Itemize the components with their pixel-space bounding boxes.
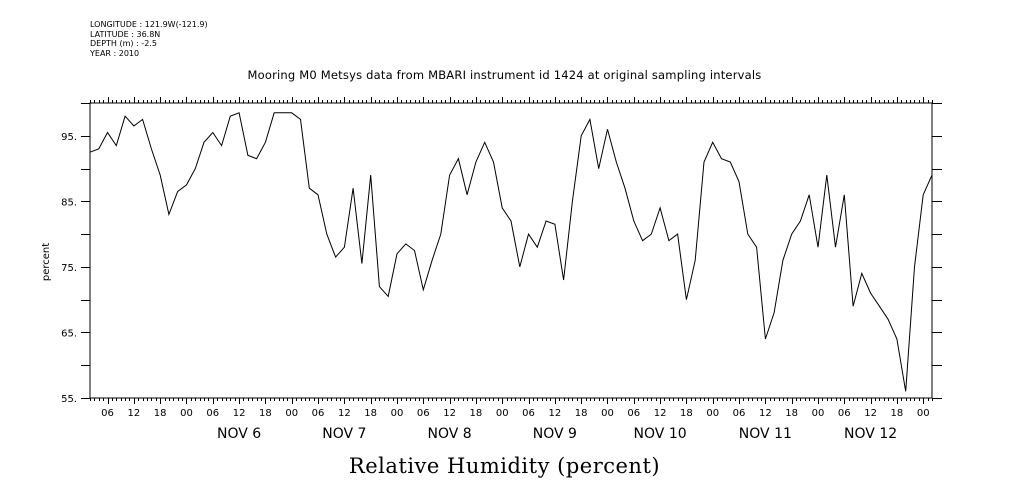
- chart-title: Mooring M0 Metsys data from MBARI instru…: [247, 68, 762, 82]
- x-hour-label: 06: [101, 408, 114, 419]
- y-tick-label: 55.: [61, 394, 77, 405]
- x-hour-label: 18: [575, 408, 588, 419]
- x-hour-label: 00: [496, 408, 509, 419]
- x-day-label: NOV 10: [634, 426, 687, 442]
- x-hour-label: 00: [285, 408, 298, 419]
- x-hour-label: 00: [812, 408, 825, 419]
- plot-axes: [81, 97, 942, 404]
- x-day-label: NOV 7: [322, 426, 366, 442]
- x-hour-label: 12: [443, 408, 456, 419]
- x-hour-label: 18: [154, 408, 167, 419]
- latitude-label: LATITUDE : 36.8N: [90, 29, 161, 39]
- x-hour-label: 06: [312, 408, 325, 419]
- x-hour-label: 18: [364, 408, 377, 419]
- x-hour-label: 18: [785, 408, 798, 419]
- x-day-label: NOV 8: [428, 426, 472, 442]
- plot-frame: [89, 102, 933, 399]
- x-hour-label: 18: [680, 408, 693, 419]
- y-tick-label: 65.: [61, 328, 77, 339]
- x-hour-label: 06: [627, 408, 640, 419]
- x-hour-label: 00: [391, 408, 404, 419]
- x-hour-label: 12: [127, 408, 140, 419]
- series-group: [89, 112, 933, 392]
- x-day-label: NOV 12: [844, 426, 897, 442]
- x-hour-label: 18: [259, 408, 272, 419]
- y-axis-label: percent: [41, 243, 52, 281]
- y-tick-label: 95.: [61, 132, 77, 143]
- x-hour-label: 12: [338, 408, 351, 419]
- x-hour-label: 00: [706, 408, 719, 419]
- y-tick-label: 85.: [61, 197, 77, 208]
- x-day-label: NOV 11: [739, 426, 792, 442]
- longitude-label: LONGITUDE : 121.9W(-121.9): [90, 20, 208, 29]
- x-hour-label: 18: [891, 408, 904, 419]
- x-tick-labels: 06 12 18 00 06 12 18 00 06 12 18 00 06 12 18 00 06 12 18 00…: [101, 408, 929, 442]
- depth-label: DEPTH (m) : -2.5: [90, 39, 157, 48]
- x-hour-label: 12: [233, 408, 246, 419]
- x-hour-label: 06: [838, 408, 851, 419]
- x-hour-label: 12: [654, 408, 667, 419]
- x-hour-label: 00: [917, 408, 930, 419]
- x-hour-label: 12: [548, 408, 561, 419]
- humidity-series-line: [89, 112, 933, 392]
- station-metadata: LONGITUDE : 121.9W(-121.9) LATITUDE : 36…: [90, 20, 208, 58]
- x-hour-label: 06: [417, 408, 430, 419]
- x-day-label: NOV 6: [217, 426, 261, 442]
- x-hour-label: 18: [470, 408, 483, 419]
- y-tick-label: 75.: [61, 263, 77, 274]
- x-hour-label: 06: [522, 408, 535, 419]
- x-hour-label: 12: [759, 408, 772, 419]
- x-hour-label: 06: [733, 408, 746, 419]
- x-day-label: NOV 9: [533, 426, 577, 442]
- x-axis-title: Relative Humidity (percent): [348, 454, 661, 478]
- year-label: YEAR : 2010: [90, 48, 140, 58]
- x-hour-label: 06: [206, 408, 219, 419]
- y-tick-labels: 55. 65. 75. 85. 95.: [61, 132, 77, 405]
- x-hour-label: 12: [864, 408, 877, 419]
- x-hour-label: 00: [601, 408, 614, 419]
- x-hour-label: 00: [180, 408, 193, 419]
